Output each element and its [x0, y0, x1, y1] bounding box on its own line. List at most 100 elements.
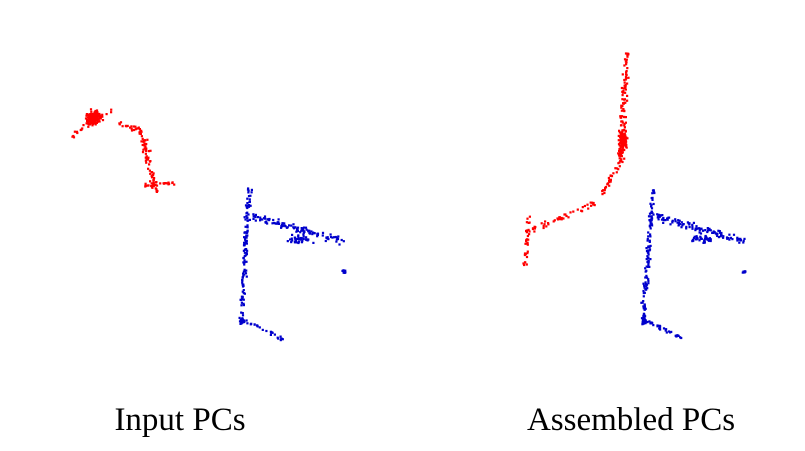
point [144, 185, 147, 188]
point [144, 159, 147, 162]
point [715, 233, 718, 236]
point [547, 222, 550, 225]
point [652, 202, 655, 206]
point [696, 237, 699, 240]
point [247, 191, 250, 194]
point [688, 222, 691, 225]
point [679, 336, 682, 339]
point [626, 137, 629, 140]
point [644, 322, 647, 325]
point [243, 292, 246, 295]
point [338, 243, 341, 246]
point [666, 218, 669, 221]
point [581, 206, 584, 209]
point [528, 233, 531, 236]
point [621, 94, 624, 97]
point [565, 214, 568, 218]
input-pcs-caption: Input PCs [114, 402, 246, 438]
point [246, 224, 249, 227]
point [84, 117, 88, 120]
point [90, 115, 93, 118]
point [144, 139, 147, 142]
point [247, 195, 251, 198]
point [589, 201, 592, 204]
point [621, 148, 624, 151]
point [265, 329, 268, 333]
point [335, 240, 338, 243]
point [567, 216, 570, 219]
point [526, 250, 529, 253]
point [89, 108, 93, 111]
point [592, 201, 595, 205]
point [523, 263, 526, 267]
point [691, 227, 694, 230]
point [621, 121, 624, 124]
point [524, 242, 527, 245]
point [648, 246, 651, 249]
point [669, 331, 672, 334]
point [704, 234, 707, 238]
point [719, 235, 722, 238]
point [144, 182, 147, 185]
assembled-pcs-caption: Assembled PCs [526, 402, 736, 438]
point [167, 182, 170, 185]
point [246, 216, 249, 219]
point [144, 152, 147, 155]
point [709, 229, 712, 232]
point [242, 244, 246, 247]
point [623, 86, 626, 89]
point [154, 187, 157, 190]
point [617, 134, 620, 137]
point [656, 324, 659, 327]
point [623, 81, 626, 84]
point [701, 229, 704, 232]
point [110, 111, 113, 114]
point [647, 265, 650, 268]
point [722, 235, 725, 238]
point [627, 76, 630, 79]
point [647, 262, 650, 265]
point [243, 273, 246, 276]
point [245, 251, 248, 254]
point [652, 324, 655, 327]
point [277, 218, 280, 221]
point [253, 323, 256, 326]
point [247, 189, 250, 192]
point [272, 218, 275, 222]
point [144, 156, 147, 159]
point [141, 137, 144, 140]
point [85, 114, 88, 117]
point [241, 278, 244, 281]
point [606, 183, 609, 186]
point [263, 215, 267, 218]
point [736, 239, 739, 242]
point [271, 222, 274, 225]
point [658, 327, 661, 330]
point [694, 229, 697, 232]
point [245, 319, 248, 322]
point [293, 227, 296, 230]
point [304, 226, 308, 229]
point [294, 226, 297, 229]
point [71, 135, 74, 138]
point [143, 142, 146, 145]
point [528, 230, 531, 233]
point [89, 117, 92, 120]
point [90, 120, 93, 123]
point [94, 118, 97, 121]
point [149, 149, 152, 152]
point [667, 330, 670, 333]
point [264, 217, 267, 220]
point [241, 314, 245, 317]
point [623, 78, 626, 82]
point [336, 238, 340, 241]
point [643, 306, 646, 309]
point [87, 122, 90, 125]
point [624, 136, 627, 139]
point [135, 127, 138, 130]
point [648, 224, 651, 227]
point [525, 229, 528, 232]
point [90, 110, 93, 113]
point [645, 283, 649, 286]
point [300, 229, 303, 232]
